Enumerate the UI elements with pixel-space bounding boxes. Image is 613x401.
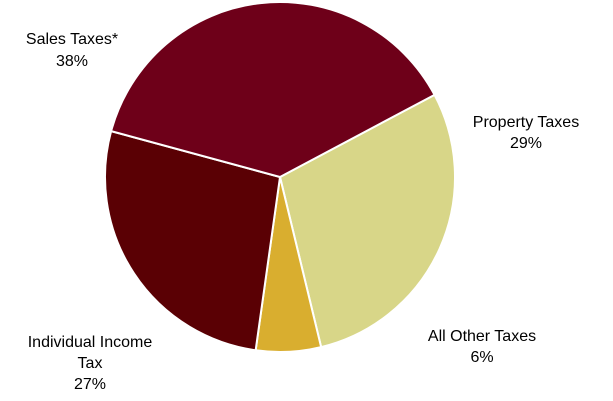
- label-property-taxes-value: 29%: [510, 135, 542, 152]
- label-sales-taxes-value: 38%: [56, 53, 88, 70]
- pie-slices: [104, 1, 456, 353]
- label-all-other-taxes-value: 6%: [470, 349, 493, 366]
- label-sales-taxes: Sales Taxes* 38%: [26, 31, 118, 70]
- slice-individual-income-tax: [104, 130, 281, 352]
- label-all-other-taxes: All Other Taxes 6%: [428, 328, 536, 366]
- label-individual-income-tax-line-2: Tax: [78, 355, 103, 372]
- label-property-taxes: Property Taxes 29%: [473, 114, 579, 152]
- slice-property-taxes: [279, 93, 456, 349]
- label-individual-income-tax-line-1: Individual Income: [28, 334, 153, 351]
- label-sales-taxes-name: Sales Taxes*: [26, 31, 118, 48]
- label-individual-income-tax: Individual Income Tax 27%: [28, 334, 153, 393]
- label-all-other-taxes-name: All Other Taxes: [428, 328, 536, 345]
- label-property-taxes-name: Property Taxes: [473, 114, 579, 131]
- slice-sales-taxes: [110, 1, 436, 178]
- label-individual-income-tax-value: 27%: [74, 376, 106, 393]
